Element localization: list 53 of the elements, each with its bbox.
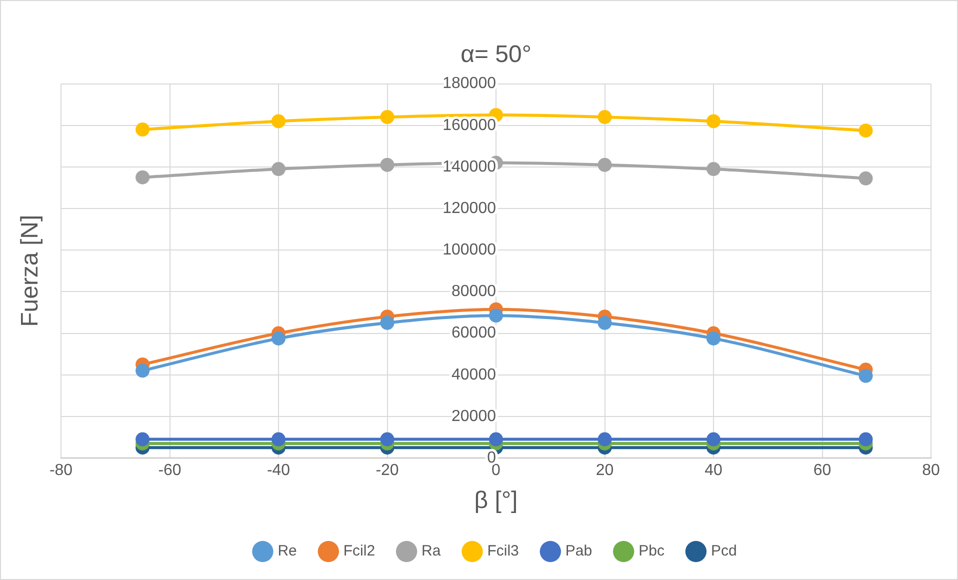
- y-tick-label: 180000: [442, 75, 496, 92]
- point: [489, 308, 503, 323]
- y-axis-title: Fuerza [N]: [16, 214, 44, 327]
- legend-label: Pab: [565, 542, 592, 560]
- y-tick-label: 160000: [442, 116, 496, 134]
- point: [380, 110, 394, 124]
- x-tick-label: 60: [813, 462, 832, 480]
- x-axis-title: β [°]: [474, 487, 518, 514]
- point: [136, 122, 150, 137]
- point: [706, 162, 720, 176]
- point: [272, 162, 286, 176]
- point: [598, 432, 612, 446]
- y-tick-label: 40000: [452, 366, 496, 384]
- point: [136, 432, 150, 446]
- y-tick-label: 60000: [452, 324, 496, 342]
- legend-label: Pbc: [638, 542, 665, 560]
- point: [272, 331, 286, 346]
- point: [136, 170, 150, 184]
- x-tick-label: 40: [704, 462, 722, 480]
- x-tick-label: 80: [922, 462, 940, 480]
- y-tick-label: 100000: [442, 242, 496, 259]
- point: [858, 171, 873, 186]
- legend-label: Fcil2: [343, 542, 376, 560]
- legend-label: Pcd: [710, 542, 737, 560]
- point: [598, 110, 612, 124]
- x-tick-label: -80: [49, 462, 73, 480]
- point: [858, 368, 873, 383]
- chart-title: α= 50°: [460, 41, 532, 68]
- point: [706, 114, 720, 128]
- legend-label: Ra: [422, 542, 442, 560]
- point: [380, 432, 394, 446]
- y-tick-label: 140000: [442, 158, 496, 176]
- y-tick-label: 120000: [442, 200, 496, 217]
- point: [598, 158, 612, 172]
- legend-label: Fcil3: [487, 542, 519, 560]
- point: [272, 114, 286, 128]
- x-tick-label: -40: [266, 462, 290, 480]
- point: [858, 124, 873, 138]
- x-tick-label: -60: [158, 462, 182, 480]
- point: [598, 316, 612, 330]
- point: [706, 432, 720, 446]
- legend-label: Re: [278, 542, 297, 560]
- x-tick-label: 20: [596, 462, 614, 480]
- point: [272, 432, 286, 446]
- point: [489, 432, 503, 446]
- point: [136, 364, 150, 378]
- point: [380, 158, 394, 172]
- x-tick-label: -20: [376, 462, 399, 480]
- point: [380, 316, 394, 330]
- y-tick-label: 20000: [452, 408, 496, 425]
- point: [858, 432, 873, 446]
- y-tick-label: 80000: [452, 283, 496, 300]
- point: [706, 331, 720, 346]
